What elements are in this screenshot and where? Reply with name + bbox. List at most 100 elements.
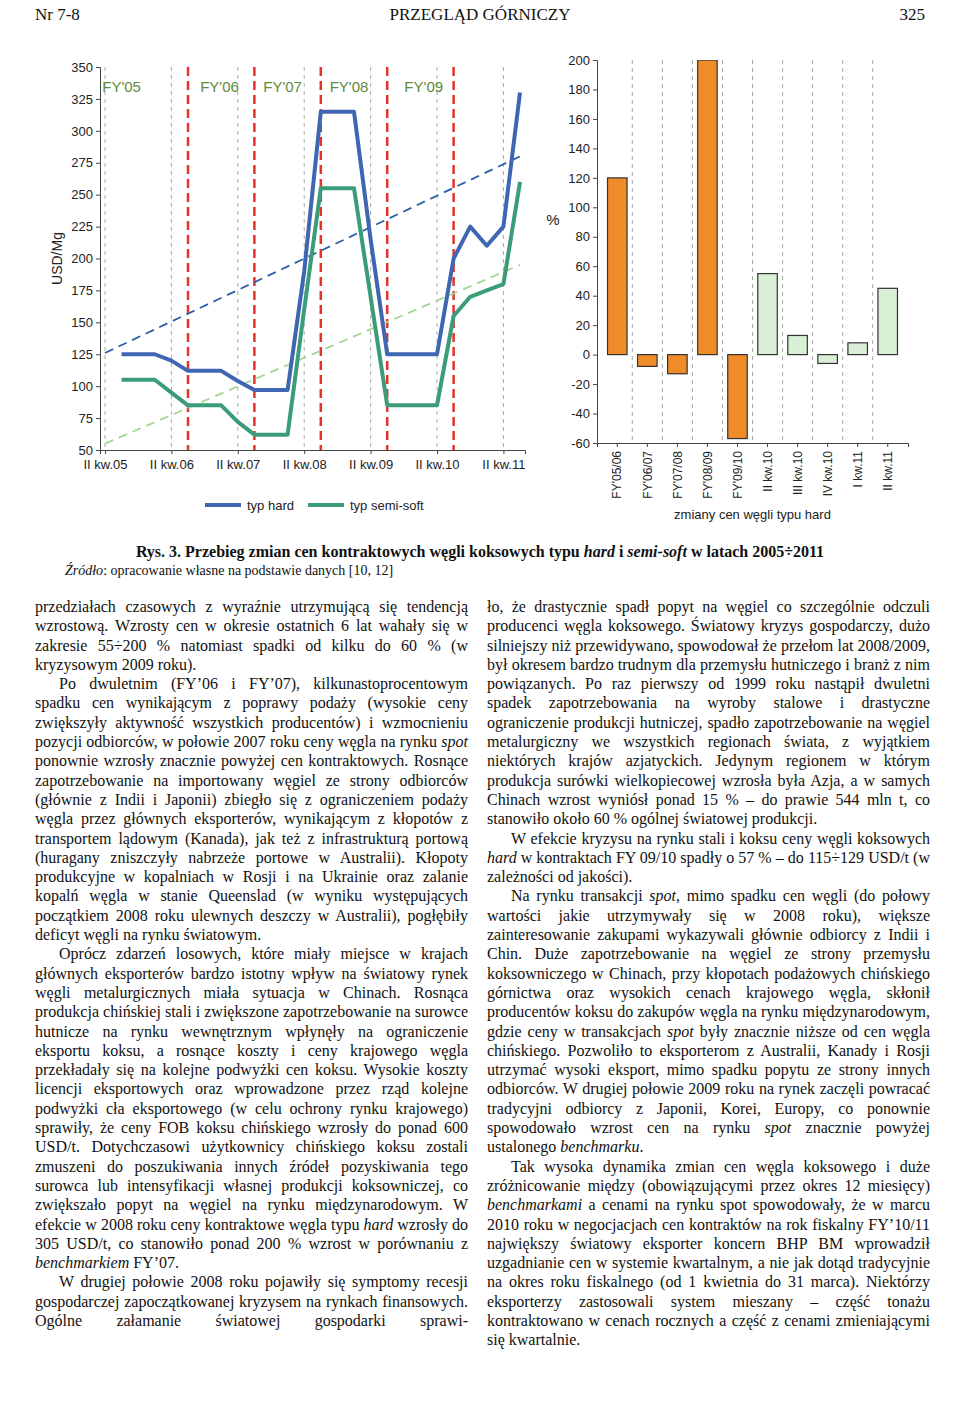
tick: 180 bbox=[568, 82, 597, 97]
tick-label: 160 bbox=[568, 112, 590, 127]
tick: II kw.11 bbox=[482, 450, 525, 472]
tick: 60 bbox=[576, 259, 597, 274]
bar bbox=[788, 335, 808, 354]
tick-mark bbox=[96, 450, 100, 451]
fiscal-year-label: FY'09 bbox=[404, 78, 443, 95]
tick-label: -40 bbox=[571, 406, 590, 421]
tick: FY'09/10 bbox=[731, 443, 745, 499]
tick-label: FY'05/06 bbox=[610, 451, 624, 499]
tick-label: 225 bbox=[71, 219, 93, 234]
tick-label: 250 bbox=[71, 187, 93, 202]
tick: II kw.11 bbox=[881, 443, 895, 491]
legend-label: typ semi-soft bbox=[350, 498, 424, 513]
tick: 250 bbox=[71, 187, 100, 202]
tick-mark bbox=[593, 266, 597, 267]
tick: 200 bbox=[568, 53, 597, 68]
tick: 225 bbox=[71, 219, 100, 234]
tick-mark bbox=[593, 178, 597, 179]
tick-mark bbox=[797, 443, 798, 447]
paragraph: przedziałach czasowych z wyraźnie utrzym… bbox=[35, 597, 468, 674]
tick: II kw.08 bbox=[283, 450, 327, 472]
tick: 140 bbox=[568, 141, 597, 156]
grid-line bbox=[104, 67, 105, 450]
text-run: ło, że drastycznie spadł popyt na węgiel… bbox=[487, 598, 930, 827]
grid-line bbox=[722, 60, 723, 443]
tick-mark bbox=[593, 237, 597, 238]
tick-label: -60 bbox=[571, 436, 590, 451]
tick-label: 50 bbox=[79, 443, 93, 458]
axis-title: USD/Mg bbox=[49, 232, 65, 285]
text-run: spot bbox=[441, 733, 468, 750]
tick-label: 350 bbox=[71, 60, 93, 75]
tick: II kw.07 bbox=[216, 450, 260, 472]
text-run: Na rynku transakcji bbox=[511, 887, 649, 904]
text-run: spot bbox=[765, 1119, 792, 1136]
tick-label: 200 bbox=[568, 53, 590, 68]
tick: 75 bbox=[79, 411, 100, 426]
caption-text: i bbox=[615, 543, 627, 560]
grid-line bbox=[692, 60, 693, 443]
series-line bbox=[122, 93, 520, 390]
tick-mark bbox=[96, 67, 100, 68]
text-run: w kontraktach FY 09/10 spadły o 57 % – d… bbox=[487, 849, 930, 885]
tick-label: 300 bbox=[71, 123, 93, 138]
tick-label: II kw.09 bbox=[349, 457, 393, 472]
grid-line bbox=[662, 60, 663, 443]
fiscal-year-label: FY'07 bbox=[263, 78, 302, 95]
tick-label: II kw.07 bbox=[216, 457, 260, 472]
tick: FY'06/07 bbox=[641, 443, 655, 499]
tick-mark bbox=[96, 290, 100, 291]
axis-line bbox=[598, 444, 909, 448]
tick: 150 bbox=[71, 315, 100, 330]
tick: II kw.06 bbox=[150, 450, 194, 472]
tick-label: FY'09/10 bbox=[731, 451, 745, 499]
tick: 325 bbox=[71, 92, 100, 107]
paragraph: Po dwuletnim (FY’06 i FY’07), kilkunasto… bbox=[35, 674, 468, 944]
tick-mark bbox=[593, 148, 597, 149]
tick-label: FY'07/08 bbox=[671, 451, 685, 499]
fiscal-year-line bbox=[253, 67, 256, 450]
tick-label: I kw.11 bbox=[851, 451, 865, 488]
tick: -40 bbox=[571, 406, 597, 421]
tick-mark bbox=[171, 450, 172, 454]
text-run: spot bbox=[667, 1023, 694, 1040]
tick: 200 bbox=[71, 251, 100, 266]
tick-mark bbox=[503, 450, 504, 454]
tick-label: 75 bbox=[79, 411, 93, 426]
bar bbox=[698, 60, 718, 355]
tick-mark bbox=[96, 227, 100, 228]
tick-label: 80 bbox=[576, 229, 590, 244]
source: Źródło: opracowanie własne na podstawie … bbox=[65, 563, 393, 579]
paragraph: ło, że drastycznie spadł popyt na węgiel… bbox=[487, 597, 930, 829]
tick: 175 bbox=[71, 283, 100, 298]
fiscal-year-label: FY'05 bbox=[102, 78, 141, 95]
grid-line bbox=[842, 60, 843, 443]
plot-area bbox=[608, 60, 898, 439]
text-run: benchmarku bbox=[560, 1138, 639, 1155]
tick-label: II kw.08 bbox=[283, 457, 327, 472]
paragraph: Na rynku transakcji spot, mimo spadku ce… bbox=[487, 886, 930, 1156]
paragraph: W drugiej połowie 2008 roku pojawiły się… bbox=[35, 1272, 468, 1330]
text-run: Po dwuletnim (FY’06 i FY’07), kilkunasto… bbox=[35, 675, 468, 750]
text-run: przedziałach czasowych z wyraźnie utrzym… bbox=[35, 598, 468, 673]
paragraph: Tak wysoka dynamika zmian cen węgla koks… bbox=[487, 1157, 930, 1350]
bar bbox=[848, 343, 868, 355]
source-label: Źródło bbox=[65, 563, 103, 578]
tick-label: 20 bbox=[576, 318, 590, 333]
grid-line bbox=[237, 67, 238, 450]
tick-label: 60 bbox=[576, 259, 590, 274]
tick: 0 bbox=[583, 347, 597, 362]
tick: 20 bbox=[576, 318, 597, 333]
caption: Rys. 3. Przebieg zmian cen kontraktowych… bbox=[40, 543, 920, 561]
tick: II kw.09 bbox=[349, 450, 393, 472]
text-run: FY’07. bbox=[129, 1254, 179, 1271]
tick-label: II kw.11 bbox=[881, 451, 895, 491]
tick-mark bbox=[96, 195, 100, 196]
grid-line bbox=[872, 60, 873, 443]
tick-mark bbox=[96, 131, 100, 132]
tick-mark bbox=[617, 443, 618, 447]
tick-label: II kw.10 bbox=[415, 457, 459, 472]
tick-label: FY'06/07 bbox=[641, 451, 655, 499]
tick-label: II kw.05 bbox=[83, 457, 127, 472]
bar bbox=[608, 178, 628, 355]
